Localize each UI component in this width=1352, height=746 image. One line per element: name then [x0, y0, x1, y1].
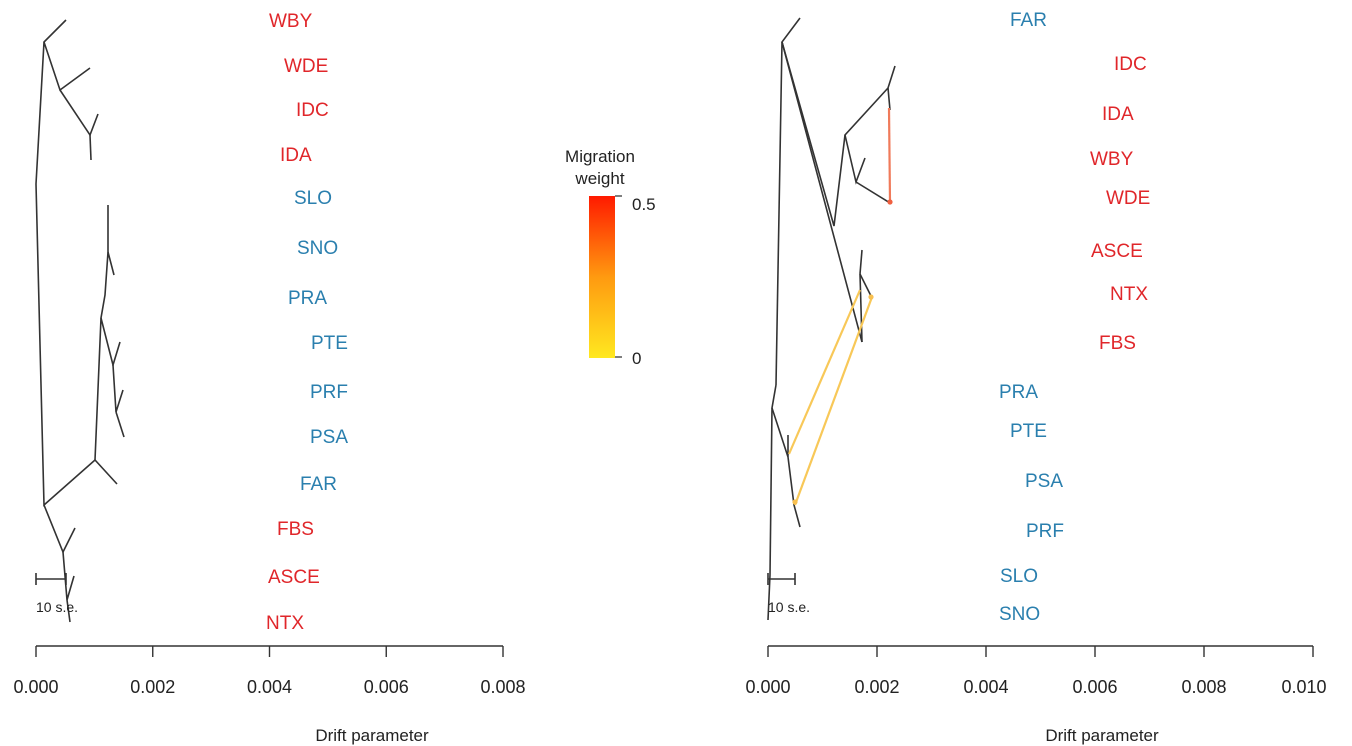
- right-x-tick-label: 0.002: [854, 677, 899, 697]
- left-tree-edges: [35, 19, 125, 623]
- right-tree-edges: [767, 17, 896, 621]
- right-edge: [855, 181, 891, 204]
- legend-color-bar: [589, 196, 615, 358]
- right-edge: [859, 273, 863, 343]
- right-leaf-label: IDC: [1114, 54, 1147, 75]
- migration-edge: [787, 289, 862, 455]
- left-x-tick-label: 0.008: [480, 677, 525, 697]
- right-leaf-label: FAR: [1010, 10, 1047, 31]
- left-leaf-label: SLO: [294, 188, 332, 209]
- right-leaf-label: PRA: [999, 382, 1038, 403]
- left-leaf-label: ASCE: [268, 567, 320, 588]
- left-edge: [107, 251, 115, 276]
- right-edge: [767, 407, 773, 621]
- migration-edge-wde: [887, 107, 892, 203]
- left-leaf-label: PRA: [288, 288, 327, 309]
- left-x-tick-label: 0.006: [364, 677, 409, 697]
- left-x-axis: 0.000 0.002 0.004 0.006 0.008 Drift para…: [13, 645, 526, 745]
- left-edge: [62, 551, 75, 601]
- right-leaf-label: PSA: [1025, 471, 1063, 492]
- right-scale-bar: 10 s.e.: [767, 573, 810, 615]
- right-scale-label: 10 s.e.: [768, 599, 810, 615]
- right-x-tick-label: 0.004: [963, 677, 1008, 697]
- right-leaf-label: NTX: [1110, 284, 1148, 305]
- right-leaf-label: PRF: [1026, 521, 1064, 542]
- right-x-tick-label: 0.006: [1072, 677, 1117, 697]
- legend-max-label: 0.5: [632, 195, 656, 214]
- left-edge: [43, 41, 91, 92]
- left-leaf-label: IDC: [296, 100, 329, 121]
- left-edge: [35, 19, 67, 185]
- right-edge: [887, 87, 891, 111]
- right-edge: [859, 273, 873, 299]
- right-x-tick-label: 0.000: [745, 677, 790, 697]
- right-leaf-label: PTE: [1010, 421, 1047, 442]
- left-tree-leaves: WBY WDE IDC IDA SLO SNO PRA PTE PRF PSA …: [266, 11, 348, 634]
- migration-edge: [793, 296, 874, 506]
- left-edge: [100, 317, 121, 368]
- right-edge: [775, 17, 801, 386]
- right-migration-edges: [787, 107, 893, 506]
- right-edge: [781, 41, 896, 227]
- migration-arrow-head: [792, 499, 798, 505]
- right-leaf-label: FBS: [1099, 333, 1136, 354]
- left-edge: [66, 599, 71, 623]
- left-leaf-label: PSA: [310, 427, 348, 448]
- right-edge: [844, 134, 866, 185]
- legend-title-line1: Migration: [565, 147, 635, 166]
- left-leaf-label: IDA: [280, 145, 312, 166]
- left-scale-bar: 10 s.e.: [35, 573, 78, 615]
- left-edge: [115, 411, 125, 438]
- legend-title-line2: weight: [574, 169, 624, 188]
- left-scale-label: 10 s.e.: [36, 599, 78, 615]
- left-edge: [59, 89, 99, 137]
- left-edge: [89, 134, 92, 161]
- left-edge: [35, 183, 118, 507]
- left-leaf-label: PRF: [310, 382, 348, 403]
- left-x-tick-label: 0.004: [247, 677, 292, 697]
- left-tree: 10 s.e. WBY WDE IDC IDA SLO SNO PRA PTE …: [13, 11, 525, 745]
- right-x-axis: 0.000 0.002 0.004 0.006 0.008 0.010 Drif…: [745, 645, 1327, 745]
- migration-arrow-head: [868, 294, 874, 300]
- left-x-axis-label: Drift parameter: [315, 726, 429, 745]
- legend-min-label: 0: [632, 349, 641, 368]
- left-leaf-label: FAR: [300, 474, 337, 495]
- right-tree-leaves: FAR IDC IDA WBY WDE ASCE NTX FBS PRA PTE…: [999, 10, 1150, 625]
- left-leaf-label: NTX: [266, 613, 304, 634]
- right-edge: [787, 456, 801, 528]
- migration-arrow-head: [887, 199, 893, 205]
- right-leaf-label: WBY: [1090, 149, 1134, 170]
- left-edge: [112, 364, 124, 413]
- left-x-tick-label: 0.002: [130, 677, 175, 697]
- left-edge: [43, 504, 76, 554]
- right-edge: [771, 384, 789, 458]
- right-edge: [859, 249, 863, 275]
- left-leaf-label: PTE: [311, 333, 348, 354]
- right-leaf-label: WDE: [1106, 188, 1150, 209]
- right-edge: [781, 41, 863, 343]
- right-x-tick-label: 0.008: [1181, 677, 1226, 697]
- left-leaf-label: WDE: [284, 56, 328, 77]
- left-leaf-label: WBY: [269, 11, 313, 32]
- left-leaf-label: SNO: [297, 238, 338, 259]
- migration-legend: Migration weight 0.5 0: [565, 147, 656, 368]
- right-x-axis-label: Drift parameter: [1045, 726, 1159, 745]
- left-x-tick-label: 0.000: [13, 677, 58, 697]
- right-leaf-label: SNO: [999, 604, 1040, 625]
- right-leaf-label: SLO: [1000, 566, 1038, 587]
- right-x-tick-label: 0.010: [1281, 677, 1326, 697]
- right-leaf-label: IDA: [1102, 104, 1134, 125]
- right-leaf-label: ASCE: [1091, 241, 1143, 262]
- right-tree: 10 s.e. FAR IDC IDA WBY WDE ASCE NTX FBS…: [745, 10, 1326, 745]
- left-leaf-label: FBS: [277, 519, 314, 540]
- left-edge: [94, 205, 109, 461]
